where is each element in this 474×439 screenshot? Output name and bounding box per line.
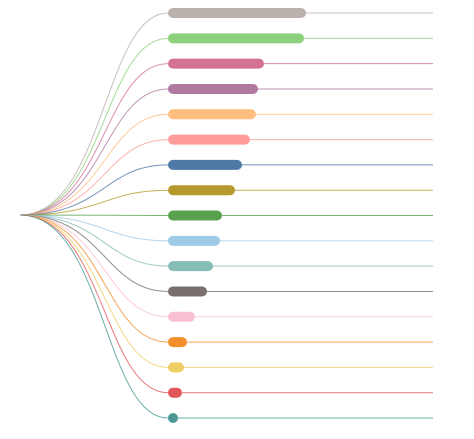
link (19, 214, 169, 318)
link (19, 214, 169, 419)
link (19, 214, 169, 267)
link (19, 164, 169, 216)
link (19, 214, 169, 242)
link (19, 88, 169, 216)
link (19, 214, 169, 343)
link (19, 214, 169, 292)
link (19, 139, 169, 216)
link (19, 214, 169, 394)
link (19, 189, 169, 216)
link (19, 63, 169, 216)
link (19, 37, 169, 216)
link (19, 12, 169, 216)
link (19, 214, 169, 368)
link (19, 113, 169, 216)
link (19, 214, 169, 216)
